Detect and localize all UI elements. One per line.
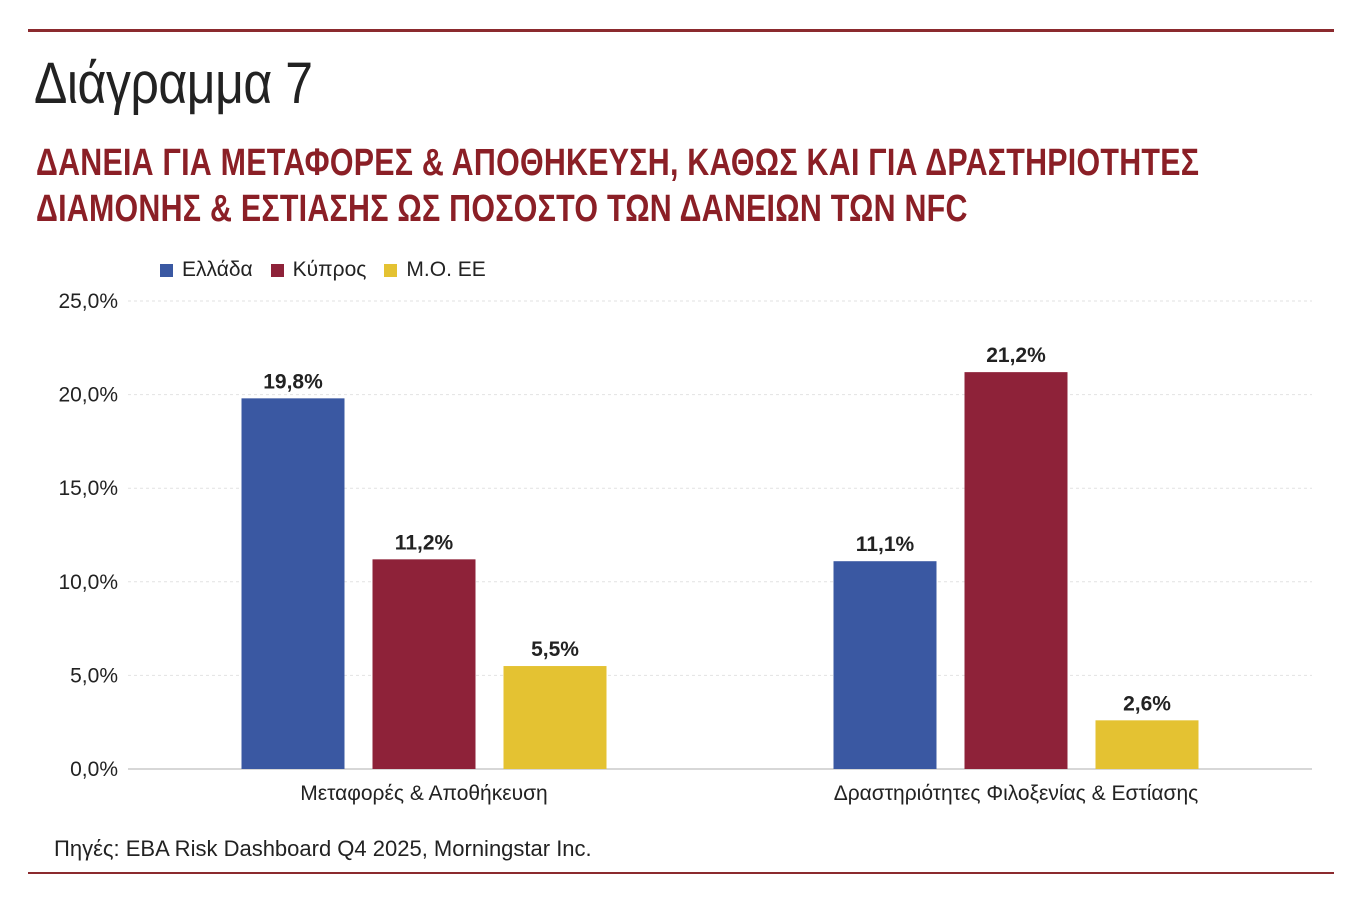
y-tick-label: 0,0%: [70, 758, 118, 781]
y-tick-label: 5,0%: [70, 664, 118, 687]
y-tick-label: 20,0%: [58, 384, 118, 407]
bar: [372, 559, 476, 769]
data-label: 11,1%: [856, 533, 915, 556]
legend: Ελλάδα Κύπρος Μ.Ο. ΕΕ: [160, 258, 504, 282]
legend-item-eu-avg: Μ.Ο. ΕΕ: [384, 258, 486, 282]
bar: [241, 398, 345, 769]
legend-item-greece: Ελλάδα: [160, 258, 253, 282]
data-label: 21,2%: [986, 344, 1046, 367]
x-tick-label: Μεταφορές & Αποθήκευση: [300, 782, 547, 805]
legend-swatch-greece: [160, 263, 173, 277]
chart-title: ΔΑΝΕΙΑ ΓΙΑ ΜΕΤΑΦΟΡΕΣ & ΑΠΟΘΗΚΕΥΣΗ, ΚΑΘΩΣ…: [36, 140, 1199, 232]
source-note: Πηγές: EBA Risk Dashboard Q4 2025, Morni…: [54, 836, 592, 861]
y-tick-label: 10,0%: [58, 571, 118, 594]
bar: [503, 666, 607, 769]
data-label: 19,8%: [263, 370, 323, 393]
bottom-rule: [28, 872, 1334, 874]
chart-title-line-1: ΔΑΝΕΙΑ ΓΙΑ ΜΕΤΑΦΟΡΕΣ & ΑΠΟΘΗΚΕΥΣΗ, ΚΑΘΩΣ…: [36, 142, 1200, 184]
legend-label-greece: Ελλάδα: [182, 258, 253, 281]
x-tick-label: Δραστηριότητες Φιλοξενίας & Εστίασης: [834, 782, 1199, 805]
y-tick-label: 15,0%: [58, 477, 118, 500]
bar: [833, 561, 937, 769]
legend-swatch-eu-avg: [384, 263, 398, 277]
y-tick-label: 25,0%: [58, 290, 118, 313]
data-label: 2,6%: [1123, 692, 1171, 715]
bar: [1095, 720, 1199, 769]
legend-swatch-cyprus: [270, 263, 284, 277]
bar: [964, 372, 1068, 769]
data-label: 5,5%: [531, 638, 579, 661]
legend-label-cyprus: Κύπρος: [292, 258, 367, 281]
top-rule: [28, 29, 1334, 32]
legend-item-cyprus: Κύπρος: [270, 258, 367, 282]
legend-label-eu-avg: Μ.Ο. ΕΕ: [406, 258, 486, 281]
diagram-label: Διάγραμμα 7: [34, 51, 313, 116]
chart-title-line-2: ΔΙΑΜΟΝΗΣ & ΕΣΤΙΑΣΗΣ ΩΣ ΠΟΣΟΣΤΟ ΤΩΝ ΔΑΝΕΙ…: [36, 188, 968, 230]
data-label: 11,2%: [395, 531, 454, 554]
